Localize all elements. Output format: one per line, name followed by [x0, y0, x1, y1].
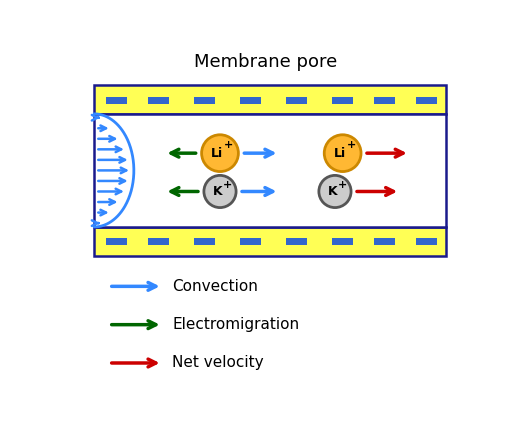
Bar [416, 238, 438, 245]
Bar [374, 97, 395, 103]
Bar [240, 238, 261, 245]
Text: +: + [347, 141, 356, 151]
Bar [286, 238, 307, 245]
Text: +: + [338, 180, 347, 190]
Bar [93, 227, 446, 256]
Text: +: + [223, 180, 233, 190]
Text: Convection: Convection [172, 279, 258, 294]
Bar [416, 97, 438, 103]
Bar [332, 97, 353, 103]
Text: Membrane pore: Membrane pore [194, 53, 338, 71]
Text: K: K [213, 185, 223, 198]
Circle shape [201, 135, 238, 172]
Bar [148, 238, 169, 245]
Bar [106, 238, 127, 245]
Circle shape [204, 175, 236, 208]
Text: Li: Li [334, 147, 346, 160]
Bar [240, 97, 261, 103]
Bar [332, 238, 353, 245]
Bar [93, 114, 446, 227]
Text: Net velocity: Net velocity [172, 356, 264, 371]
Text: K: K [328, 185, 338, 198]
Circle shape [324, 135, 361, 172]
Bar [93, 85, 446, 114]
Circle shape [319, 175, 351, 208]
Bar [374, 238, 395, 245]
Bar [286, 97, 307, 103]
Text: +: + [224, 141, 234, 151]
Bar [148, 97, 169, 103]
Bar [194, 97, 215, 103]
Text: Electromigration: Electromigration [172, 317, 299, 332]
Text: Li: Li [211, 147, 223, 160]
Bar [106, 97, 127, 103]
Bar [194, 238, 215, 245]
